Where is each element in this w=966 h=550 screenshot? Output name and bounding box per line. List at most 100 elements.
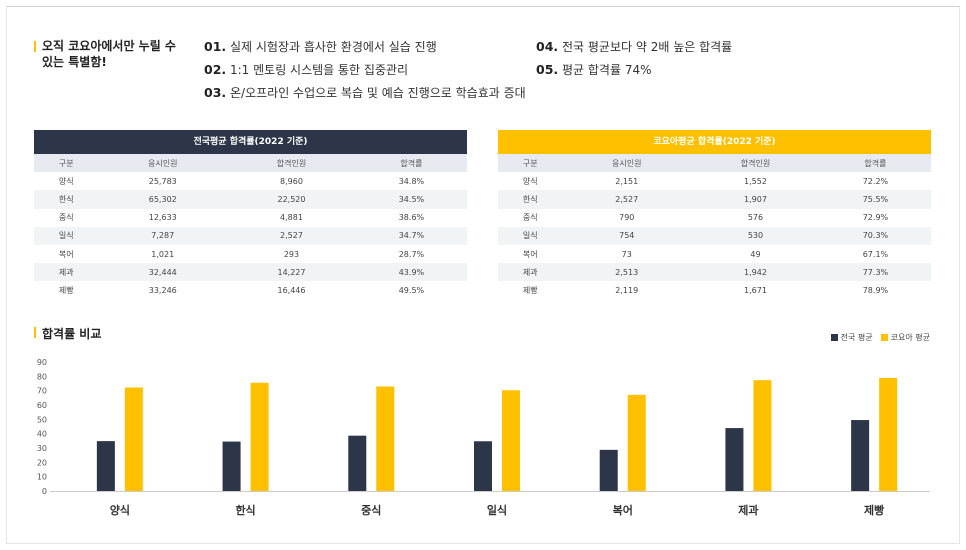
koyoa-table-title: 코요아평균 합격률(2022 기준) bbox=[498, 130, 931, 154]
national-table-cell: 중식 bbox=[34, 208, 99, 227]
koyoa-table-cell: 양식 bbox=[498, 172, 563, 191]
bar-chart: 0 10 20 30 40 50 60 70 80 90 양식 한식 중식 일식 복어 제과 제빵 bbox=[37, 358, 930, 517]
national-table-row: 한식 65,302 22,520 34.5% bbox=[34, 190, 467, 209]
koyoa-table-cell: 78.9% bbox=[819, 281, 931, 300]
x-tick-label: 제과 bbox=[738, 503, 758, 517]
koyoa-table-cell: 73 bbox=[562, 244, 692, 264]
koyoa-table-row: 한식 2,527 1,907 75.5% bbox=[498, 190, 931, 209]
national-table-cell: 양식 bbox=[34, 172, 99, 191]
national-table-cell: 34.7% bbox=[355, 226, 467, 245]
koyoa-table-cell: 일식 bbox=[498, 226, 563, 245]
x-tick-label: 제빵 bbox=[864, 503, 884, 517]
koyoa-table-body: 양식 2,151 1,552 72.2% 한식 2,527 1,907 75.5% 중식 790 5… bbox=[498, 172, 931, 300]
koyoa-table-cell: 754 bbox=[562, 226, 692, 245]
bar-koyoa-3 bbox=[502, 390, 520, 491]
koyoa-table-cell: 복어 bbox=[498, 244, 563, 264]
koyoa-table-cell: 790 bbox=[562, 208, 692, 227]
y-tick-label: 60 bbox=[37, 401, 47, 410]
koyoa-header-cell: 구분 bbox=[498, 154, 563, 173]
national-table-cell: 43.9% bbox=[355, 263, 467, 282]
feature-02-text: 1:1 멘토링 시스템을 통한 집중관리 bbox=[229, 63, 409, 77]
bar-national-6 bbox=[851, 420, 870, 491]
bar-national-5 bbox=[725, 428, 744, 491]
national-table-body: 양식 25,783 8,960 34.8% 한식 65,302 22,520 34.5% 중식 1… bbox=[34, 172, 467, 300]
feature-04-num: 04. bbox=[536, 39, 559, 54]
bar-koyoa-6 bbox=[879, 377, 898, 491]
national-table-row: 제빵 33,246 16,446 49.5% bbox=[34, 281, 467, 300]
national-table-cell: 32,444 bbox=[98, 263, 228, 282]
koyoa-table-cell: 2,513 bbox=[562, 263, 692, 282]
legend-swatch-national bbox=[830, 334, 838, 341]
koyoa-table-cell: 1,671 bbox=[691, 281, 820, 300]
bar-national-0 bbox=[96, 441, 115, 491]
national-table-cell: 8,960 bbox=[227, 172, 356, 191]
y-tick-label: 10 bbox=[37, 473, 47, 482]
bar-koyoa-4 bbox=[627, 394, 646, 491]
y-tick-label: 90 bbox=[37, 358, 47, 367]
feature-05-num: 05. bbox=[536, 62, 559, 77]
national-table-row: 양식 25,783 8,960 34.8% bbox=[34, 172, 467, 191]
feature-03-text: 온/오프라인 수업으로 복습 및 예습 진행으로 학습효과 증대 bbox=[229, 86, 526, 100]
koyoa-table-cell: 2,151 bbox=[562, 172, 692, 191]
koyoa-table-cell: 72.9% bbox=[819, 208, 931, 227]
national-table-row: 중식 12,633 4,881 38.6% bbox=[34, 208, 467, 227]
national-table-cell: 한식 bbox=[34, 190, 99, 209]
koyoa-table-cell: 70.3% bbox=[819, 226, 931, 245]
koyoa-table-cell: 1,942 bbox=[691, 263, 820, 282]
koyoa-table-row: 중식 790 576 72.9% bbox=[498, 208, 931, 227]
koyoa-table-grid: 구분 응시인원 합격인원 합격률 양식 2,151 1,552 72.2% 한식 2,52… bbox=[498, 154, 931, 300]
y-tick-label: 80 bbox=[37, 372, 47, 381]
koyoa-header-cell: 합격률 bbox=[819, 154, 931, 173]
national-table-grid: 구분 응시인원 합격인원 합격률 양식 25,783 8,960 34.8% 한식 65,… bbox=[34, 154, 467, 300]
national-header-cell: 합격률 bbox=[355, 154, 467, 173]
national-table-row: 제과 32,444 14,227 43.9% bbox=[34, 263, 467, 282]
national-table-cell: 일식 bbox=[34, 226, 99, 245]
feature-05-text: 평균 합격률 74% bbox=[561, 63, 652, 77]
national-header-cell: 합격인원 bbox=[227, 154, 356, 173]
koyoa-header-cell: 합격인원 bbox=[691, 154, 820, 173]
koyoa-table-cell: 72.2% bbox=[819, 172, 931, 191]
koyoa-table-cell: 2,119 bbox=[562, 281, 692, 300]
koyoa-table-cell: 제빵 bbox=[498, 281, 563, 300]
national-table-cell: 49.5% bbox=[355, 281, 467, 300]
national-table-header-row: 구분 응시인원 합격인원 합격률 bbox=[34, 154, 467, 173]
national-table-cell: 복어 bbox=[34, 244, 99, 264]
y-tick-label: 50 bbox=[37, 415, 47, 424]
page-frame bbox=[6, 6, 960, 544]
national-table-cell: 34.8% bbox=[355, 172, 467, 191]
koyoa-table: 코요아평균 합격률(2022 기준) 구분 응시인원 합격인원 합격률 양식 2,… bbox=[498, 130, 931, 300]
bar-koyoa-2 bbox=[376, 386, 395, 491]
national-table-row: 일식 7,287 2,527 34.7% bbox=[34, 226, 467, 245]
koyoa-table-row: 제빵 2,119 1,671 78.9% bbox=[498, 281, 931, 300]
national-header-cell: 구분 bbox=[34, 154, 99, 173]
national-table-cell: 38.6% bbox=[355, 208, 467, 227]
intro-title: 오직 코요아에서만 누릴 수 있는 특별함! bbox=[34, 38, 184, 70]
feature-01: 01. 실제 시험장과 흡사한 환경에서 실습 진행 bbox=[204, 38, 437, 55]
national-table-cell: 14,227 bbox=[227, 263, 356, 282]
koyoa-table-row: 일식 754 530 70.3% bbox=[498, 226, 931, 245]
y-tick-label: 0 bbox=[42, 487, 47, 496]
koyoa-table-cell: 1,907 bbox=[691, 190, 820, 209]
y-tick-label: 30 bbox=[37, 444, 47, 453]
national-table-cell: 4,881 bbox=[227, 208, 356, 227]
feature-01-text: 실제 시험장과 흡사한 환경에서 실습 진행 bbox=[229, 40, 437, 54]
koyoa-table-cell: 1,552 bbox=[691, 172, 820, 191]
legend-item-national: 전국 평균 bbox=[830, 332, 873, 343]
bar-koyoa-0 bbox=[124, 387, 143, 491]
national-table-cell: 12,633 bbox=[98, 208, 228, 227]
bar-koyoa-5 bbox=[753, 380, 772, 491]
x-tick-label: 중식 bbox=[361, 503, 381, 517]
feature-02: 02. 1:1 멘토링 시스템을 통한 집중관리 bbox=[204, 61, 408, 78]
x-tick-label: 양식 bbox=[110, 503, 130, 517]
koyoa-table-cell: 49 bbox=[691, 244, 820, 264]
y-tick-label: 40 bbox=[37, 430, 47, 439]
national-header-cell: 응시인원 bbox=[98, 154, 228, 173]
national-table-cell: 제빵 bbox=[34, 281, 99, 300]
national-table-cell: 제과 bbox=[34, 263, 99, 282]
feature-01-num: 01. bbox=[204, 39, 227, 54]
national-table-cell: 1,021 bbox=[98, 244, 228, 264]
koyoa-table-cell: 제과 bbox=[498, 263, 563, 282]
bar-national-3 bbox=[474, 441, 492, 491]
feature-04: 04. 전국 평균보다 약 2배 높은 합격률 bbox=[536, 38, 732, 55]
national-table-cell: 34.5% bbox=[355, 190, 467, 209]
